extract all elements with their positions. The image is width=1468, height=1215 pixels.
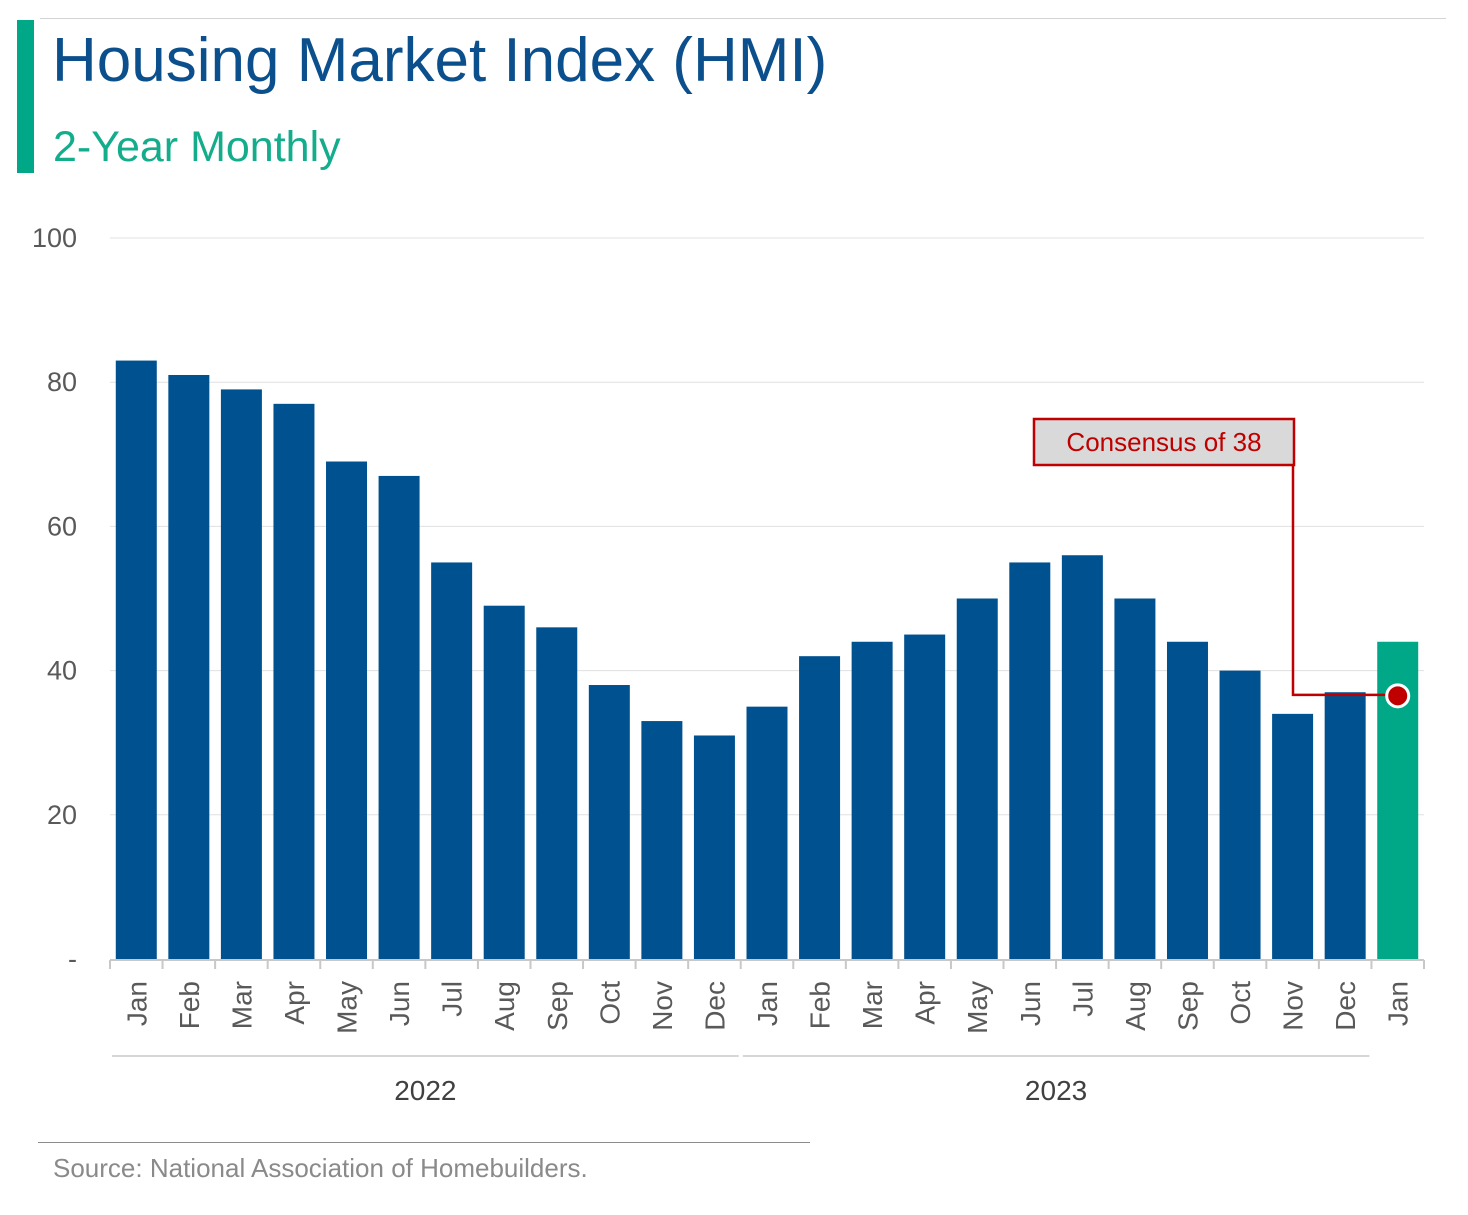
x-tick-label: Nov	[647, 981, 678, 1031]
x-tick-label: Dec	[699, 981, 730, 1031]
bar	[1219, 670, 1261, 959]
x-tick-label: Jan	[121, 981, 152, 1026]
title-accent-bar	[17, 20, 34, 173]
year-group-label: 2022	[394, 1075, 456, 1106]
y-tick-label: 60	[47, 511, 77, 541]
x-tick-label: Sep	[1172, 981, 1203, 1031]
x-tick-label: Oct	[1225, 981, 1256, 1025]
bar	[378, 475, 420, 959]
x-tick-label: Apr	[910, 981, 941, 1025]
y-tick-label: -	[68, 944, 77, 974]
consensus-callout-label: Consensus of 38	[1066, 427, 1261, 457]
x-tick-label: Feb	[805, 981, 836, 1029]
consensus-callout-box	[1032, 417, 1296, 467]
y-tick-label: 20	[47, 800, 77, 830]
bar	[904, 634, 946, 959]
x-tick-label: May	[332, 981, 363, 1034]
x-tick-label: Jul	[1067, 981, 1098, 1017]
x-tick-label: Jun	[1015, 981, 1046, 1026]
x-tick-label: Nov	[1278, 981, 1309, 1031]
x-tick-label: Jul	[437, 981, 468, 1017]
bar	[1061, 555, 1103, 959]
bar	[483, 605, 525, 959]
x-tick-label: Aug	[489, 981, 520, 1031]
x-tick-label: Apr	[279, 981, 310, 1025]
x-tick-label: Mar	[857, 981, 888, 1029]
bar	[1166, 641, 1208, 959]
bar	[641, 721, 683, 959]
x-tick-label: Jun	[384, 981, 415, 1026]
y-tick-label: 40	[47, 656, 77, 686]
bar	[1324, 692, 1366, 959]
y-tick-label: 100	[32, 223, 77, 253]
source-note: Source: National Association of Homebuil…	[53, 1153, 588, 1183]
bar	[1272, 713, 1314, 959]
consensus-marker	[1385, 683, 1411, 709]
bar	[431, 562, 473, 959]
bar	[799, 656, 841, 959]
x-tick-label: Sep	[542, 981, 573, 1031]
y-tick-label: 80	[47, 367, 77, 397]
bar	[1114, 598, 1156, 959]
top-rule	[40, 18, 1446, 19]
bar	[693, 735, 735, 959]
bar	[851, 641, 893, 959]
bar	[326, 461, 368, 959]
bar	[956, 598, 998, 959]
bar	[115, 360, 157, 959]
bar	[536, 627, 578, 959]
x-tick-label: Jan	[752, 981, 783, 1026]
x-tick-label: Oct	[594, 981, 625, 1025]
bar	[746, 706, 788, 959]
year-group-label: 2023	[1025, 1075, 1087, 1106]
consensus-leader-line	[1291, 465, 1386, 697]
x-tick-label: Aug	[1120, 981, 1151, 1031]
x-tick-label: May	[962, 981, 993, 1034]
page-title: Housing Market Index (HMI)	[52, 26, 828, 95]
bar	[168, 374, 210, 959]
x-tick-label: Dec	[1330, 981, 1361, 1031]
bar	[220, 389, 262, 959]
x-tick-label: Jan	[1383, 981, 1414, 1026]
page-subtitle: 2-Year Monthly	[53, 123, 341, 171]
x-tick-label: Mar	[226, 981, 257, 1029]
bar	[1009, 562, 1051, 959]
bar	[588, 685, 630, 959]
x-tick-label: Feb	[174, 981, 205, 1029]
bar	[273, 403, 315, 960]
source-rule	[38, 1142, 810, 1143]
